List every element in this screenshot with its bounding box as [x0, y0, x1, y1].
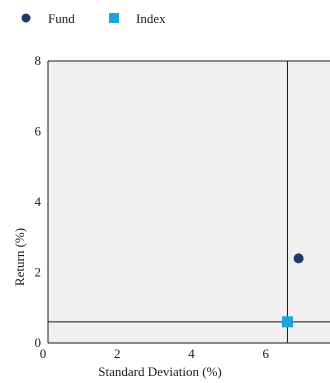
legend-marker-index [109, 13, 119, 23]
legend-item-index: Index [109, 11, 166, 26]
x-tick-label: 0 [40, 346, 47, 361]
y-tick-label: 4 [35, 194, 42, 209]
y-tick-label: 6 [35, 124, 42, 139]
y-tick-label: 8 [35, 53, 42, 68]
legend-label-index: Index [136, 11, 166, 26]
x-axis-title: Standard Deviation (%) [98, 364, 221, 379]
reference-lines [48, 61, 330, 343]
x-tick-label: 2 [114, 346, 121, 361]
y-tick-label: 2 [35, 265, 42, 280]
y-axis-title: Return (%) [12, 228, 27, 286]
axes [47, 60, 330, 344]
x-tick-label: 6 [263, 346, 270, 361]
point-fund [293, 253, 304, 264]
legend-item-fund: Fund [21, 11, 75, 26]
point-index [281, 316, 293, 328]
legend: Fund Index [21, 11, 166, 26]
legend-marker-fund [21, 13, 31, 23]
tick-labels: 0246802468 [35, 53, 270, 361]
y-tick-label: 0 [35, 335, 42, 350]
plot-area [48, 61, 330, 343]
legend-label-fund: Fund [48, 11, 75, 26]
x-tick-label: 4 [188, 346, 195, 361]
data-points [281, 253, 304, 328]
